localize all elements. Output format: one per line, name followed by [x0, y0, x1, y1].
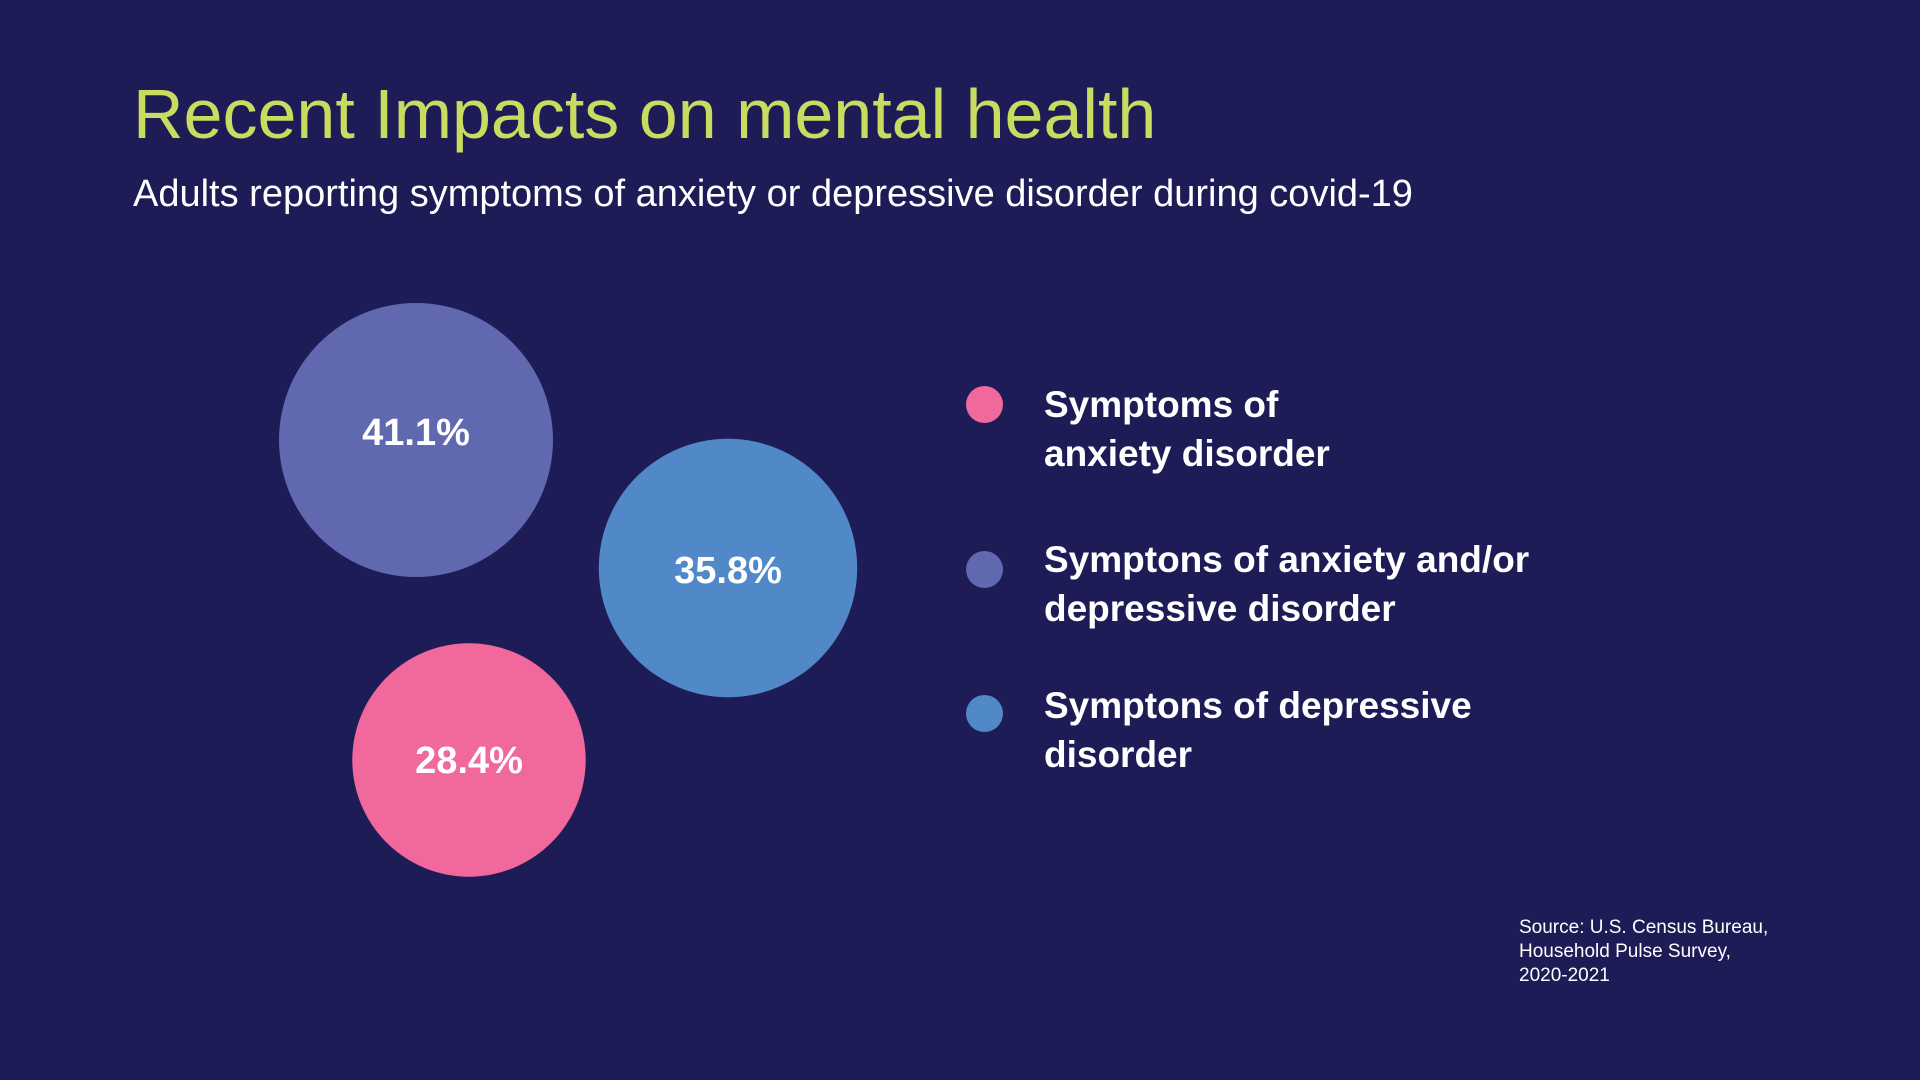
legend-swatch-anxiety-or-depressive [966, 551, 1003, 588]
legend-label-anxiety: Symptoms of anxiety disorder [1044, 384, 1330, 474]
bubble-label-depressive: 35.8% [674, 550, 782, 592]
bubble-depressive [598, 438, 858, 698]
legend-swatch-depressive [966, 695, 1003, 732]
legend-swatch-anxiety [966, 386, 1003, 423]
source-note: Source: U.S. Census Bureau, Household Pu… [1519, 917, 1769, 986]
bubble-anxiety-or-depressive [279, 303, 553, 577]
bubble-chart: 28.4% 41.1% 35.8% [279, 303, 858, 877]
chart-subtitle: Adults reporting symptoms of anxiety or … [133, 173, 1413, 215]
bubble-label-anxiety: 28.4% [415, 740, 523, 782]
bubble-anxiety [352, 643, 586, 877]
chart-title: Recent Impacts on mental health [133, 75, 1157, 153]
legend-label-depressive: Symptons of depressive disorder [1044, 685, 1472, 775]
legend-label-anxiety-or-depressive: Symptons of anxiety and/or depressive di… [1044, 539, 1530, 629]
bubble-label-anxiety-or-depressive: 41.1% [362, 412, 470, 454]
